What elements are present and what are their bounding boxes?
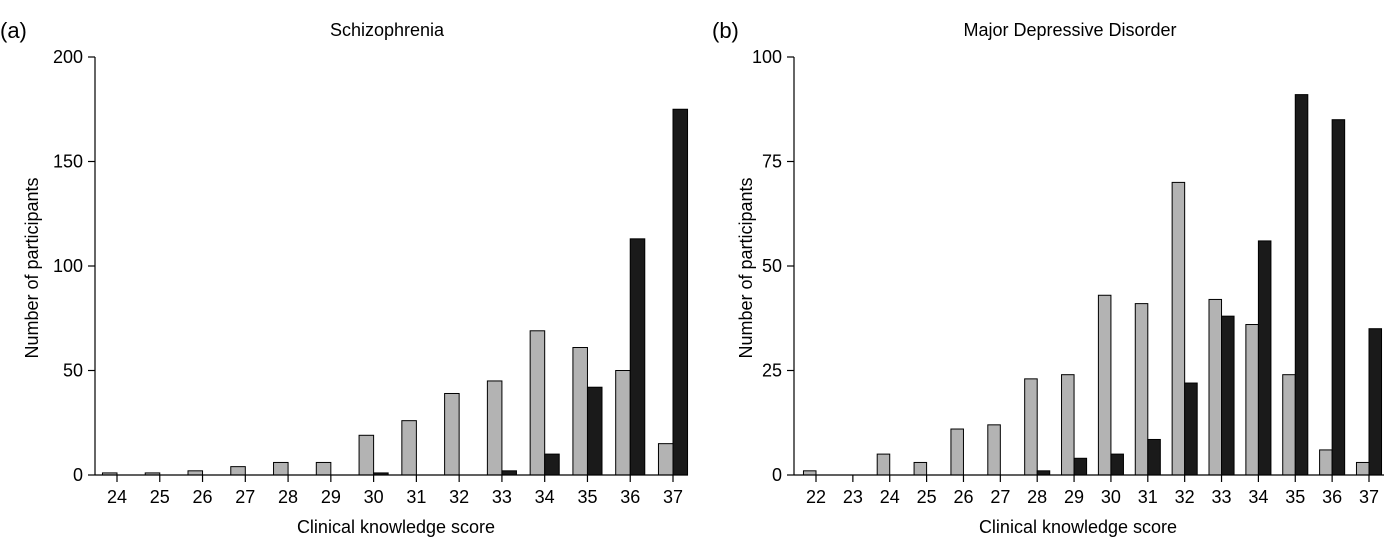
x-tick-label: 30 xyxy=(1101,487,1121,507)
x-tick-label: 27 xyxy=(235,487,255,507)
x-axis-label: Clinical knowledge score xyxy=(297,517,495,537)
bars-layer xyxy=(802,94,1383,476)
bar-series2-34 xyxy=(1257,240,1272,476)
x-tick-label: 36 xyxy=(620,487,640,507)
x-tick-label: 34 xyxy=(1248,487,1268,507)
x-tick-label: 36 xyxy=(1322,487,1342,507)
x-tick-label: 27 xyxy=(990,487,1010,507)
axes-layer: 24 25 26 27 28 29 30 31 32 33 34 35 36 37 0 50 100 150 200 xyxy=(53,47,688,507)
bar-series1-29 xyxy=(1061,374,1075,476)
x-tick-label: 32 xyxy=(1175,487,1195,507)
chart-panel-major-depressive-disorder: (b) Major Depressive Disorder Number of … xyxy=(712,18,1384,537)
bar-series2-32 xyxy=(1184,382,1198,476)
y-tick-label: 150 xyxy=(53,152,83,172)
chart-title: Schizophrenia xyxy=(330,20,445,40)
x-tick-label: 31 xyxy=(1138,487,1158,507)
x-tick-label: 28 xyxy=(1027,487,1047,507)
y-tick-label: 0 xyxy=(73,465,83,485)
bar-series1-26 xyxy=(950,428,964,476)
bar-series1-33 xyxy=(1208,298,1223,476)
bar-series1-25 xyxy=(913,461,928,476)
bar-series1-30 xyxy=(358,434,375,476)
bar-series1-31 xyxy=(1134,303,1149,476)
bar-series1-34 xyxy=(529,330,546,476)
bar-series1-28 xyxy=(273,461,289,476)
bar-series2-29 xyxy=(1073,457,1088,476)
bar-series1-35 xyxy=(1282,374,1296,476)
x-tick-label: 24 xyxy=(880,487,900,507)
x-tick-label: 33 xyxy=(1212,487,1232,507)
x-tick-label: 29 xyxy=(321,487,341,507)
y-tick-label: 100 xyxy=(752,47,782,67)
bar-series2-35 xyxy=(586,386,603,476)
bar-series1-27 xyxy=(230,466,246,476)
bar-series1-22 xyxy=(802,470,817,476)
x-axis-label: Clinical knowledge score xyxy=(979,517,1177,537)
chart-title: Major Depressive Disorder xyxy=(963,20,1176,40)
bar-series2-36 xyxy=(629,238,646,476)
bar-series1-36 xyxy=(615,370,631,476)
y-tick-label: 0 xyxy=(772,465,782,485)
y-tick-label: 50 xyxy=(762,256,782,276)
bar-series2-33 xyxy=(1221,315,1235,476)
axes-layer: 22 23 24 25 26 27 28 29 30 31 32 33 34 35 36 37 0 25 50 75 1… xyxy=(752,47,1384,507)
bar-series2-28 xyxy=(1036,470,1051,476)
bar-series1-28 xyxy=(1024,378,1038,476)
y-tick-label: 100 xyxy=(53,256,83,276)
bar-series1-32 xyxy=(444,392,460,476)
bar-series2-34 xyxy=(544,453,560,476)
bar-series1-31 xyxy=(401,420,417,476)
x-tick-label: 23 xyxy=(843,487,863,507)
bar-series1-37 xyxy=(657,443,674,476)
x-tick-label: 22 xyxy=(806,487,826,507)
bar-series1-36 xyxy=(1319,449,1333,476)
bar-series2-36 xyxy=(1331,119,1346,476)
bar-series1-29 xyxy=(315,461,332,476)
x-tick-label: 35 xyxy=(1285,487,1305,507)
y-axis-label: Number of participants xyxy=(736,177,756,358)
x-tick-label: 24 xyxy=(107,487,127,507)
y-axis-label: Number of participants xyxy=(22,177,42,358)
bar-series1-37 xyxy=(1355,461,1370,476)
x-tick-label: 37 xyxy=(663,487,683,507)
bars-layer xyxy=(101,108,689,476)
y-tick-label: 200 xyxy=(53,47,83,67)
panel-label: (a) xyxy=(0,18,27,43)
chart-panel-schizophrenia: (a) Schizophrenia Number of participants… xyxy=(0,18,689,537)
x-tick-label: 35 xyxy=(577,487,597,507)
x-tick-label: 26 xyxy=(953,487,973,507)
y-tick-label: 50 xyxy=(63,361,83,381)
bar-series2-30 xyxy=(1110,453,1124,476)
bar-series1-26 xyxy=(187,470,204,476)
x-tick-label: 30 xyxy=(364,487,384,507)
bar-series2-37 xyxy=(672,108,689,476)
bar-series2-31 xyxy=(1147,438,1161,476)
x-tick-label: 37 xyxy=(1359,487,1379,507)
panel-label: (b) xyxy=(712,18,739,43)
x-tick-label: 29 xyxy=(1064,487,1084,507)
bar-series1-35 xyxy=(572,347,588,476)
x-tick-label: 34 xyxy=(535,487,555,507)
bar-series2-37 xyxy=(1368,328,1383,476)
bar-series1-24 xyxy=(876,453,891,476)
bar-series1-33 xyxy=(486,380,503,476)
bar-series1-34 xyxy=(1245,324,1259,476)
x-tick-label: 32 xyxy=(449,487,469,507)
bar-series2-33 xyxy=(501,470,517,476)
x-tick-label: 33 xyxy=(492,487,512,507)
x-tick-label: 25 xyxy=(150,487,170,507)
y-tick-label: 25 xyxy=(762,361,782,381)
bar-series2-35 xyxy=(1294,94,1309,476)
y-tick-label: 75 xyxy=(762,152,782,172)
bar-series1-27 xyxy=(987,424,1001,476)
x-tick-label: 28 xyxy=(278,487,298,507)
x-tick-label: 25 xyxy=(917,487,937,507)
x-tick-label: 31 xyxy=(406,487,426,507)
x-tick-label: 26 xyxy=(193,487,213,507)
bar-series1-30 xyxy=(1097,294,1112,476)
bar-series1-32 xyxy=(1171,181,1186,476)
